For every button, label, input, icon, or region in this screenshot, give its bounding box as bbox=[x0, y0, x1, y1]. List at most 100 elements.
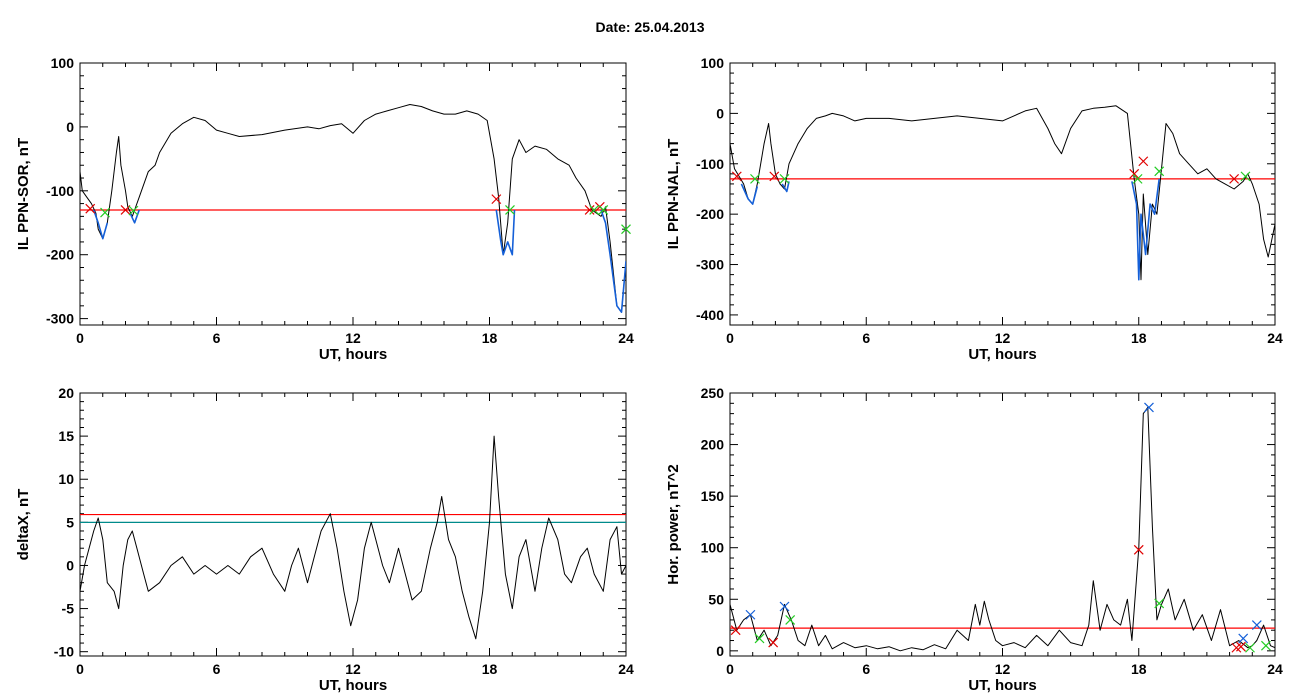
y-tick-label: 20 bbox=[58, 385, 74, 401]
series-line-black bbox=[80, 104, 626, 313]
y-tick-label: -400 bbox=[696, 307, 724, 323]
marker-green bbox=[100, 207, 110, 218]
marker-green bbox=[1240, 171, 1251, 182]
x-tick-label: 18 bbox=[482, 330, 498, 346]
series-line-blue bbox=[600, 209, 626, 314]
x-tick-label: 0 bbox=[726, 661, 734, 677]
x-tick-label: 6 bbox=[862, 661, 870, 677]
marker-green bbox=[589, 205, 600, 215]
x-axis-label: UT, hours bbox=[319, 346, 387, 363]
marker-red bbox=[1138, 156, 1149, 167]
y-axis-label: IL PPN-NAL, nT bbox=[665, 139, 682, 250]
x-tick-label: 6 bbox=[213, 661, 221, 677]
y-tick-label: 5 bbox=[66, 514, 74, 530]
panel-top-left: 0 6 12 18 24 100 0 -100 -200 -300 UT, hours IL PPN-… bbox=[15, 55, 634, 363]
x-tick-label: 12 bbox=[995, 661, 1011, 677]
x-tick-label: 0 bbox=[726, 330, 734, 346]
y-tick-label: -300 bbox=[46, 311, 74, 327]
marker-red bbox=[85, 203, 96, 214]
marker-green bbox=[598, 205, 609, 215]
marker-green bbox=[750, 173, 760, 184]
series-line-black bbox=[80, 435, 626, 640]
y-tick-label: 0 bbox=[66, 557, 74, 573]
y-tick-label: -300 bbox=[696, 257, 724, 273]
marker-green bbox=[785, 614, 796, 625]
y-tick-label: 250 bbox=[701, 385, 725, 401]
marker-red bbox=[1236, 641, 1246, 652]
marker-red bbox=[491, 194, 502, 205]
series-line-black bbox=[730, 105, 1275, 281]
y-tick-label: 50 bbox=[708, 591, 724, 607]
marker-red bbox=[730, 625, 741, 636]
series-line-black bbox=[730, 406, 1275, 652]
marker-green bbox=[1132, 173, 1143, 184]
x-axis-label: UT, hours bbox=[968, 346, 1036, 363]
series-line-blue bbox=[740, 183, 759, 205]
y-tick-label: -100 bbox=[696, 156, 724, 172]
page-title: Date: 25.04.2013 bbox=[595, 19, 705, 35]
plot-data bbox=[80, 435, 626, 640]
marker-green bbox=[505, 205, 515, 215]
marker-green bbox=[621, 224, 631, 235]
y-tick-label: -10 bbox=[54, 644, 74, 660]
panel-bottom-right: 0 6 12 18 24 250 200 150 100 50 0 UT, hours Hor. pow… bbox=[665, 385, 1283, 694]
marker-red bbox=[1133, 544, 1144, 555]
x-tick-label: 12 bbox=[345, 661, 361, 677]
marker-blue bbox=[1238, 633, 1249, 644]
x-tick-label: 24 bbox=[1267, 661, 1283, 677]
x-tick-label: 6 bbox=[862, 330, 870, 346]
x-axis-label: UT, hours bbox=[319, 677, 387, 694]
x-axis-label: UT, hours bbox=[968, 677, 1036, 694]
x-tick-label: 12 bbox=[345, 330, 361, 346]
marker-green bbox=[1154, 598, 1165, 609]
x-tick-label: 18 bbox=[482, 661, 498, 677]
x-tick-label: 18 bbox=[1131, 330, 1147, 346]
y-tick-label: 0 bbox=[716, 105, 724, 121]
y-axis-label: IL PPN-SOR, nT bbox=[15, 138, 32, 250]
marker-green bbox=[128, 205, 139, 216]
series-line-blue bbox=[495, 209, 516, 256]
plot-frame bbox=[729, 62, 1276, 326]
x-tick-label: 12 bbox=[995, 330, 1011, 346]
plot-frame bbox=[79, 62, 627, 326]
y-tick-label: 150 bbox=[701, 488, 725, 504]
y-axis-label: deltaX, nT bbox=[15, 489, 32, 561]
marker-red bbox=[731, 171, 742, 182]
y-tick-label: 10 bbox=[58, 471, 74, 487]
marker-red bbox=[1229, 173, 1240, 184]
series-line-blue bbox=[1131, 178, 1160, 281]
marker-blue bbox=[1251, 620, 1262, 630]
marker-blue bbox=[779, 601, 790, 612]
series-line-blue bbox=[92, 209, 109, 240]
y-tick-label: -200 bbox=[46, 247, 74, 263]
y-tick-label: 100 bbox=[701, 55, 725, 71]
panel-bottom-left: 0 6 12 18 24 20 15 10 5 0 -5 -10 UT, hours deltaX, nT bbox=[15, 385, 634, 694]
y-tick-label: -200 bbox=[696, 206, 724, 222]
y-tick-label: 100 bbox=[701, 540, 725, 556]
marker-red bbox=[1129, 168, 1140, 179]
y-tick-label: 0 bbox=[66, 119, 74, 135]
marker-green bbox=[1245, 642, 1255, 653]
x-tick-label: 0 bbox=[76, 330, 84, 346]
y-tick-label: -5 bbox=[62, 601, 75, 617]
marker-red bbox=[120, 205, 131, 215]
y-tick-label: 0 bbox=[716, 643, 724, 659]
marker-red bbox=[584, 205, 595, 215]
x-tick-label: 0 bbox=[76, 661, 84, 677]
x-tick-label: 24 bbox=[618, 330, 634, 346]
panel-top-right: 0 6 12 18 24 100 0 -100 -200 -300 -400 UT, hours IL … bbox=[665, 55, 1283, 363]
plot-frame bbox=[729, 392, 1276, 657]
y-tick-label: 200 bbox=[701, 437, 725, 453]
plot-data bbox=[80, 104, 626, 314]
marker-green bbox=[754, 633, 765, 644]
marker-green bbox=[779, 173, 790, 184]
plot-data bbox=[730, 105, 1275, 281]
marker-red bbox=[769, 171, 780, 182]
y-tick-label: -100 bbox=[46, 183, 74, 199]
y-axis-label: Hor. power, nT^2 bbox=[665, 464, 682, 584]
marker-red bbox=[768, 637, 779, 648]
x-tick-label: 24 bbox=[1267, 330, 1283, 346]
plot-data bbox=[730, 406, 1275, 652]
y-tick-label: 15 bbox=[58, 428, 74, 444]
